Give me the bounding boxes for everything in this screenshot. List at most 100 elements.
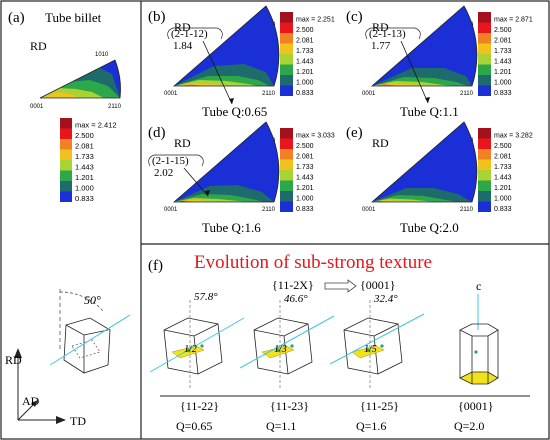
panel-e-legend-swatch — [478, 149, 491, 160]
crystal-4: c {0001} Q=2.0 — [454, 279, 499, 433]
panel-e-corner-right: 2110 — [460, 207, 474, 213]
panel-e-ipf — [370, 121, 478, 203]
annotation-arrow — [400, 40, 429, 104]
panel-d-legend-swatch — [280, 191, 293, 202]
panel-a-legend-swatch — [60, 160, 72, 171]
panel-b-rd: RD — [174, 20, 191, 34]
panel-d-label: (d) — [148, 125, 166, 141]
panel-a-legend-label: 1.443 — [75, 163, 94, 172]
panel-e-rd: RD — [372, 136, 389, 150]
hcp-prism-icon — [163, 317, 223, 375]
atom-icon — [474, 350, 478, 354]
panel-b-legend-swatch — [280, 22, 293, 33]
panel-d-annot-value: 2.02 — [154, 167, 173, 179]
panel-d-legend-label: 1.000 — [296, 196, 314, 203]
panel-e-corner-left: 0001 — [362, 207, 376, 213]
hcp-crystal-icon — [63, 317, 111, 374]
panel-c-annot-plane: (2-1-13) — [369, 28, 406, 40]
arrowhead-icon — [425, 97, 430, 103]
panel-a-legend-swatch — [60, 191, 72, 202]
panel-a-corner-left: 0001 — [30, 104, 44, 110]
panel-b-legend-label: 2.081 — [296, 38, 314, 45]
panel-d-legend-label: 1.733 — [296, 164, 314, 171]
crystal-q: Q=1.1 — [266, 419, 296, 433]
panel-b-corner-left: 0001 — [164, 91, 178, 97]
c-axis-line — [49, 314, 131, 366]
panel-b-annot-value: 1.84 — [173, 40, 193, 52]
panel-b-legend-label: 2.500 — [296, 27, 314, 34]
panel-a-legend-label: 1.733 — [75, 152, 94, 161]
panel-c-legend-swatch — [478, 33, 491, 44]
panel-e-legend-max-swatch — [478, 128, 491, 139]
panel-c-legend: max = 2.871 2.500 2.081 1.733 1.443 1.201 1.00… — [478, 12, 533, 97]
crystal-q: Q=1.6 — [356, 419, 386, 433]
panel-c-rd: RD — [372, 20, 389, 34]
panel-e-legend-label: 2.500 — [494, 143, 512, 150]
panel-b-annot-plane: (2-1-12) — [171, 28, 208, 40]
panel-a-corner-top: 1010 — [95, 52, 109, 58]
panel-e-legend-max-label: max = 3.282 — [494, 133, 533, 140]
panel-e-legend-label: 1.443 — [494, 175, 512, 182]
panel-e-legend-label: 1.733 — [494, 164, 512, 171]
atom-icon — [380, 344, 384, 348]
panel-c-legend-swatch — [478, 43, 491, 54]
panel-b-legend-label: 1.733 — [296, 48, 314, 55]
panel-c-legend-swatch — [478, 85, 491, 96]
panel-b-legend-label: 1.000 — [296, 80, 314, 87]
panel-a-legend-label: 2.081 — [75, 142, 94, 151]
panel-b-legend-label: 1.443 — [296, 59, 314, 66]
basal-plane-highlight — [459, 371, 499, 385]
panel-e-label: (e) — [346, 125, 363, 141]
panel-b-legend-label: 0.833 — [296, 90, 314, 97]
panel-d-legend-swatch — [280, 201, 293, 212]
panel-e-legend-label: 1.201 — [494, 185, 512, 192]
panel-d-legend-max-label: max = 3.033 — [296, 133, 335, 140]
panel-c-legend-max-swatch — [478, 12, 491, 23]
annotation-bracket — [148, 154, 204, 167]
panel-f-label: (f) — [148, 258, 163, 274]
panel-d-corner-left: 0001 — [164, 207, 178, 213]
ad-axis-label: AD — [22, 394, 40, 408]
td-arrow-icon — [56, 416, 66, 424]
td-axis-label: TD — [70, 414, 86, 428]
panel-b-legend-max-swatch — [280, 12, 293, 23]
panel-d-legend-swatch — [280, 159, 293, 170]
c-axis-line — [149, 317, 245, 373]
panel-d-rd: RD — [174, 136, 191, 150]
panel-b-legend-swatch — [280, 64, 293, 75]
panel-c-legend-max-label: max = 2.871 — [494, 17, 533, 24]
c-axis-label: c — [476, 279, 481, 293]
panel-b-corner-right: 2110 — [262, 91, 276, 97]
panel-c-corner-left: 0001 — [362, 91, 376, 97]
panel-a-legend-swatch — [60, 128, 72, 139]
panel-e-legend-label: 2.081 — [494, 154, 512, 161]
transition-to: {0001} — [360, 278, 396, 292]
panel-a-rd: RD — [30, 39, 47, 53]
crystal-2: 1/3 46.6° {11-23} Q=1.1 — [239, 293, 335, 433]
rd-axis-label: RD — [5, 353, 22, 367]
panel-e-legend-label: 0.833 — [494, 206, 512, 213]
crystal-3: 1/5 32.4° {11-25} Q=1.6 — [329, 293, 425, 433]
angle-arc — [59, 291, 105, 313]
panel-c-legend-swatch — [478, 22, 491, 33]
panel-d-legend-swatch — [280, 170, 293, 181]
annotation-bracket — [365, 27, 421, 40]
panel-b-caption: Tube Q:0.65 — [202, 104, 267, 119]
crystal-fraction: 1/3 — [274, 344, 287, 355]
panel-e-legend-swatch — [478, 159, 491, 170]
angle-label: 50° — [84, 293, 101, 307]
panel-c-legend-swatch — [478, 75, 491, 86]
crystal-angle: 32.4° — [373, 293, 398, 305]
panel-b-legend-swatch — [280, 75, 293, 86]
panel-b-legend-swatch — [280, 85, 293, 96]
atom-icon — [200, 344, 204, 348]
panel-a-legend-max-label: max = 2.412 — [75, 121, 116, 130]
panel-c-legend-label: 1.443 — [494, 59, 512, 66]
panel-a-legend-swatch — [60, 149, 72, 160]
panel-c-legend-label: 2.500 — [494, 27, 512, 34]
rd-arrow-icon — [14, 348, 22, 358]
